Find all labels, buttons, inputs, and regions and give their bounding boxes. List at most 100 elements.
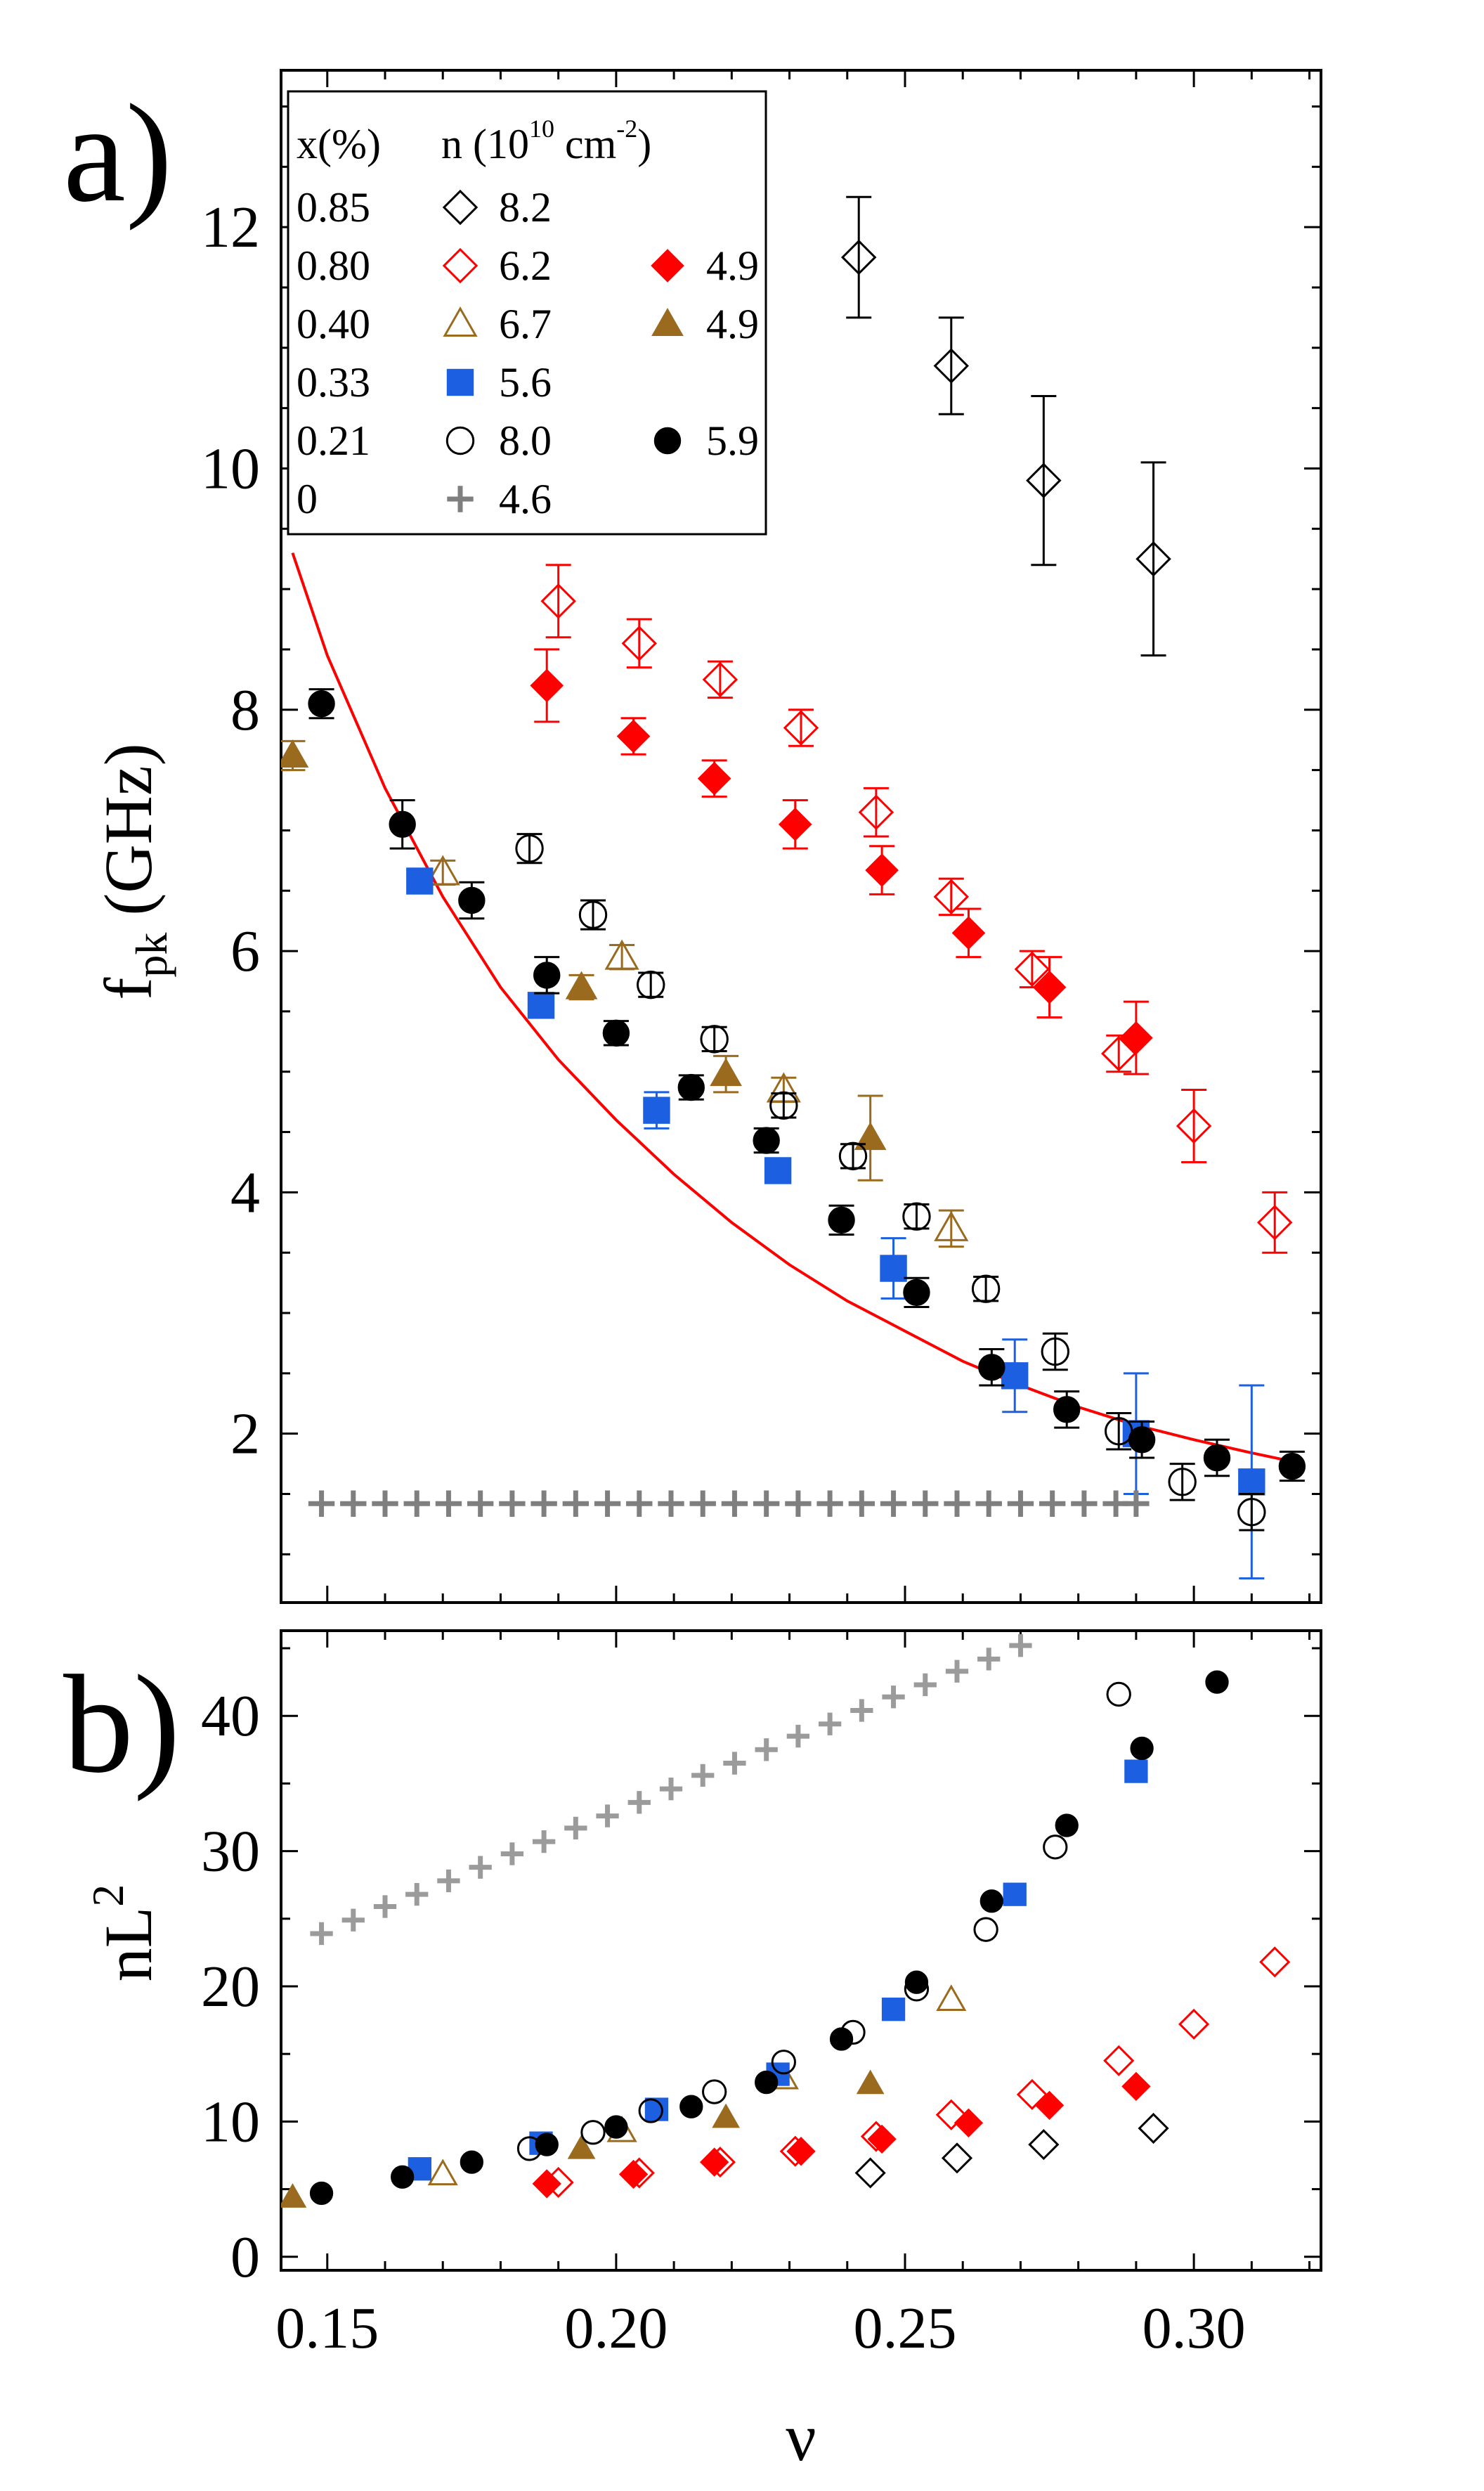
legend-n-value: 4.9	[706, 242, 759, 289]
error-bar	[846, 195, 872, 319]
data-point-plus	[1009, 1634, 1032, 1657]
data-point-diamond	[702, 661, 738, 698]
legend-marker-triangle	[443, 306, 478, 337]
data-point-diamond	[1034, 2090, 1065, 2120]
data-point-diamond	[867, 2124, 897, 2154]
data-point-circle	[1203, 1444, 1231, 1472]
data-point-circle	[978, 1354, 1005, 1381]
data-point-plus	[944, 1490, 970, 1517]
data-point-plus	[689, 1490, 716, 1517]
data-point-circle	[700, 1025, 729, 1054]
error-bar	[904, 1203, 930, 1230]
legend-n-value: 8.0	[499, 418, 552, 464]
error-bar	[938, 316, 964, 415]
error-bar	[938, 877, 964, 917]
data-point-diamond	[618, 2159, 649, 2189]
data-point-plus	[627, 1791, 651, 1814]
data-point-plus	[816, 1490, 843, 1517]
data-point-square	[527, 992, 555, 1019]
data-point-diamond	[1259, 1946, 1291, 1978]
data-point-plus	[500, 1842, 524, 1865]
error-bar	[516, 833, 542, 865]
x-tick-label: 0.30	[1143, 2296, 1246, 2361]
panel-a-tick-labels: 2 4 6 8 10 12	[201, 195, 260, 1467]
data-point-diamond	[933, 348, 969, 384]
data-point-plus	[437, 1869, 460, 1893]
legend-marker-diamond	[442, 247, 479, 284]
legend-n-value: 5.6	[499, 359, 552, 406]
data-point-circle	[1053, 1396, 1081, 1423]
data-point-plus	[564, 1816, 587, 1840]
data-point-plus	[786, 1724, 810, 1748]
data-point-diamond	[778, 808, 812, 841]
data-point-square	[406, 867, 434, 895]
legend-marker-plus	[447, 486, 474, 512]
data-point-triangle	[712, 2103, 740, 2128]
data-point-triangle	[565, 971, 598, 999]
error-bar	[1140, 461, 1166, 657]
data-point-square	[1124, 1759, 1148, 1783]
data-point-circle	[677, 1073, 705, 1101]
panel-a-data-marks	[281, 195, 1306, 1580]
data-point-circle	[973, 1917, 998, 1942]
x-tick-label: 0.20	[564, 2296, 668, 2361]
data-point-plus	[626, 1490, 653, 1517]
data-point-plus	[596, 1804, 619, 1827]
legend-x-value: 0.80	[297, 242, 370, 289]
data-point-plus	[405, 1883, 429, 1906]
panel-a-label: a)	[63, 76, 172, 231]
error-bar	[1181, 1088, 1207, 1163]
data-point-circle	[1128, 1426, 1156, 1454]
legend-n-value: 6.2	[499, 242, 552, 289]
error-bar	[1031, 394, 1057, 567]
data-point-circle	[458, 886, 486, 914]
legend-marker-circle	[445, 426, 475, 455]
data-point-triangle	[856, 2069, 885, 2095]
legend-x-value: 0.33	[297, 359, 370, 406]
data-point-diamond	[530, 668, 564, 703]
data-point-circle	[904, 1970, 929, 1994]
data-point-square	[643, 1096, 670, 1124]
data-point-circle	[1055, 1813, 1079, 1837]
data-point-diamond	[854, 2157, 886, 2189]
y-tick-label: 30	[201, 1819, 260, 1884]
y-tick-label: 20	[201, 1954, 260, 2019]
data-point-diamond	[532, 2169, 561, 2199]
data-point-plus	[848, 1490, 876, 1517]
data-point-circle	[1237, 1498, 1266, 1527]
data-point-diamond	[1016, 2078, 1048, 2110]
data-point-plus	[945, 1659, 969, 1683]
data-point-square	[1001, 1362, 1029, 1390]
data-point-square	[880, 1255, 907, 1282]
panel-b-tick-labels: 0 10 20 30 40 0.15 0.20 0.25 0.30	[201, 1683, 1246, 2361]
data-point-circle	[389, 810, 416, 839]
panel-b-data-marks	[281, 1634, 1291, 2208]
data-point-square	[1238, 1468, 1265, 1496]
legend-rows: 0.85 8.2 0.80 6.2 4.9 0.40 6.7 4.9 0.33 5.6 0.21 8.…	[297, 184, 759, 522]
error-bar	[638, 971, 664, 998]
x-tick-label: 0.15	[275, 2296, 379, 2361]
data-point-plus	[1071, 1490, 1098, 1517]
y-tick-label: 12	[201, 195, 260, 260]
error-bar	[973, 1276, 999, 1302]
data-point-circle	[702, 2079, 727, 2104]
data-point-plus	[691, 1764, 715, 1787]
panel-b-ticks	[281, 1631, 1321, 2270]
data-point-plus	[723, 1752, 746, 1775]
data-point-plus	[499, 1490, 526, 1517]
data-point-plus	[1007, 1490, 1034, 1517]
data-point-diamond	[697, 761, 731, 796]
legend-x-value: 0.40	[297, 301, 370, 347]
data-point-square	[881, 1998, 906, 2021]
data-point-circle	[771, 2050, 796, 2075]
data-point-triangle	[425, 855, 460, 886]
panel-a-plot-frame	[280, 69, 1322, 1604]
data-point-diamond	[1257, 1205, 1293, 1241]
data-point-diamond	[941, 2142, 973, 2174]
data-point-plus	[818, 1712, 842, 1735]
data-point-square	[1003, 1882, 1027, 1906]
data-point-diamond	[1101, 1035, 1137, 1072]
data-point-diamond	[953, 2108, 984, 2137]
data-point-triangle	[281, 2183, 307, 2208]
panel-a-ticks	[281, 70, 1321, 1603]
